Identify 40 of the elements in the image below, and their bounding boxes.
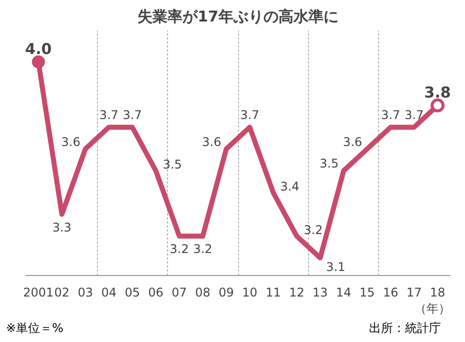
x-tick-label: 04 xyxy=(101,286,117,300)
x-tick-label: 07 xyxy=(172,286,187,300)
x-tick-label: 06 xyxy=(148,286,164,300)
x-tick-label: 08 xyxy=(195,286,210,300)
x-tick-label: 14 xyxy=(336,286,352,300)
data-label: 3.4 xyxy=(280,180,300,194)
data-label: 3.2 xyxy=(170,242,189,256)
x-tick-label: 15 xyxy=(360,286,375,300)
x-tick-label: 13 xyxy=(312,286,328,300)
data-label: 3.6 xyxy=(61,134,80,149)
data-label: 3.3 xyxy=(52,220,72,234)
x-tick-label: 10 xyxy=(242,286,258,300)
x-tick-label: 18 xyxy=(430,286,446,300)
data-label: 3.2 xyxy=(193,242,212,256)
text: ※単位＝% xyxy=(6,320,64,337)
data-label: 4.0 xyxy=(25,40,52,58)
x-tick-label: 11 xyxy=(266,286,281,300)
data-label: 3.7 xyxy=(381,108,400,122)
x-tick-label: 17 xyxy=(406,286,422,300)
data-label: 3.7 xyxy=(404,108,424,122)
text: 出所：統計庁 xyxy=(369,320,441,337)
data-label: 3.5 xyxy=(320,156,339,171)
x-tick-label: 03 xyxy=(78,286,94,300)
x-tick-label: 2001 xyxy=(23,286,54,300)
data-label: 3.7 xyxy=(99,108,118,122)
x-tick-label: 16 xyxy=(382,286,398,300)
x-tick-label: 02 xyxy=(54,286,70,300)
x-tick-label: 09 xyxy=(218,286,234,300)
data-label: 3.6 xyxy=(202,134,222,149)
x-axis-title: （年） xyxy=(414,302,450,316)
x-tick-label: 05 xyxy=(124,286,140,300)
data-label: 3.7 xyxy=(240,108,260,122)
data-label: 3.5 xyxy=(162,158,182,172)
chart-title: 失業率が17年ぶりの高水準に xyxy=(138,8,338,26)
data-label: 3.6 xyxy=(343,134,362,149)
data-label: 3.1 xyxy=(326,260,346,274)
data-label: 3.8 xyxy=(424,83,451,102)
data-label: 3.7 xyxy=(122,108,142,122)
data-label: 3.2 xyxy=(304,223,323,238)
x-tick-label: 12 xyxy=(289,286,304,300)
